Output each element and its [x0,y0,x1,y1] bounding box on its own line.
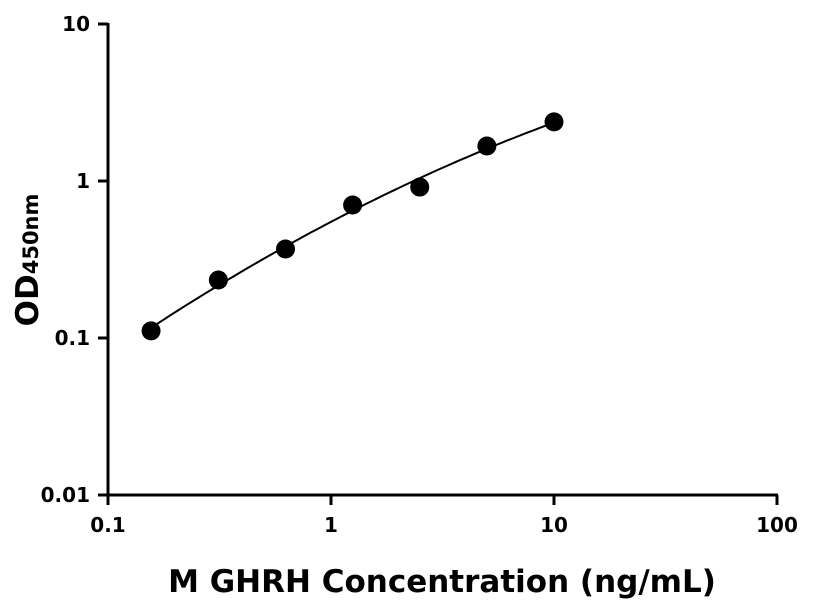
data-point [343,195,363,215]
x-tick-label: 100 [756,513,798,537]
y-axis-label: OD450nm [10,194,46,327]
y-axis-label-sub: 450nm [19,194,43,275]
fit-curve-layer [150,121,555,329]
x-tick-label: 0.1 [90,513,125,537]
x-tick-label: 10 [540,513,568,537]
y-tick-label: 0.01 [41,483,90,507]
data-point [544,112,564,132]
data-point [141,321,161,341]
y-axis-ticks: 0.01 0.1 1 10 [41,12,108,507]
y-tick-label: 1 [76,169,90,193]
x-axis-ticks: 0.1 1 10 100 [90,495,798,537]
data-point [208,270,228,290]
axes [106,23,778,497]
data-points [141,112,564,341]
x-axis-label: M GHRH Concentration (ng/mL) [168,564,716,600]
data-point [410,177,430,197]
x-tick-label: 1 [324,513,338,537]
svg-text:OD450nm: OD450nm [10,194,46,327]
fit-curve [150,121,555,329]
y-axis-label-main: OD [10,274,46,326]
data-point [477,136,497,156]
y-tick-label: 10 [62,12,90,36]
y-tick-label: 0.1 [55,326,90,350]
data-point [275,239,295,259]
